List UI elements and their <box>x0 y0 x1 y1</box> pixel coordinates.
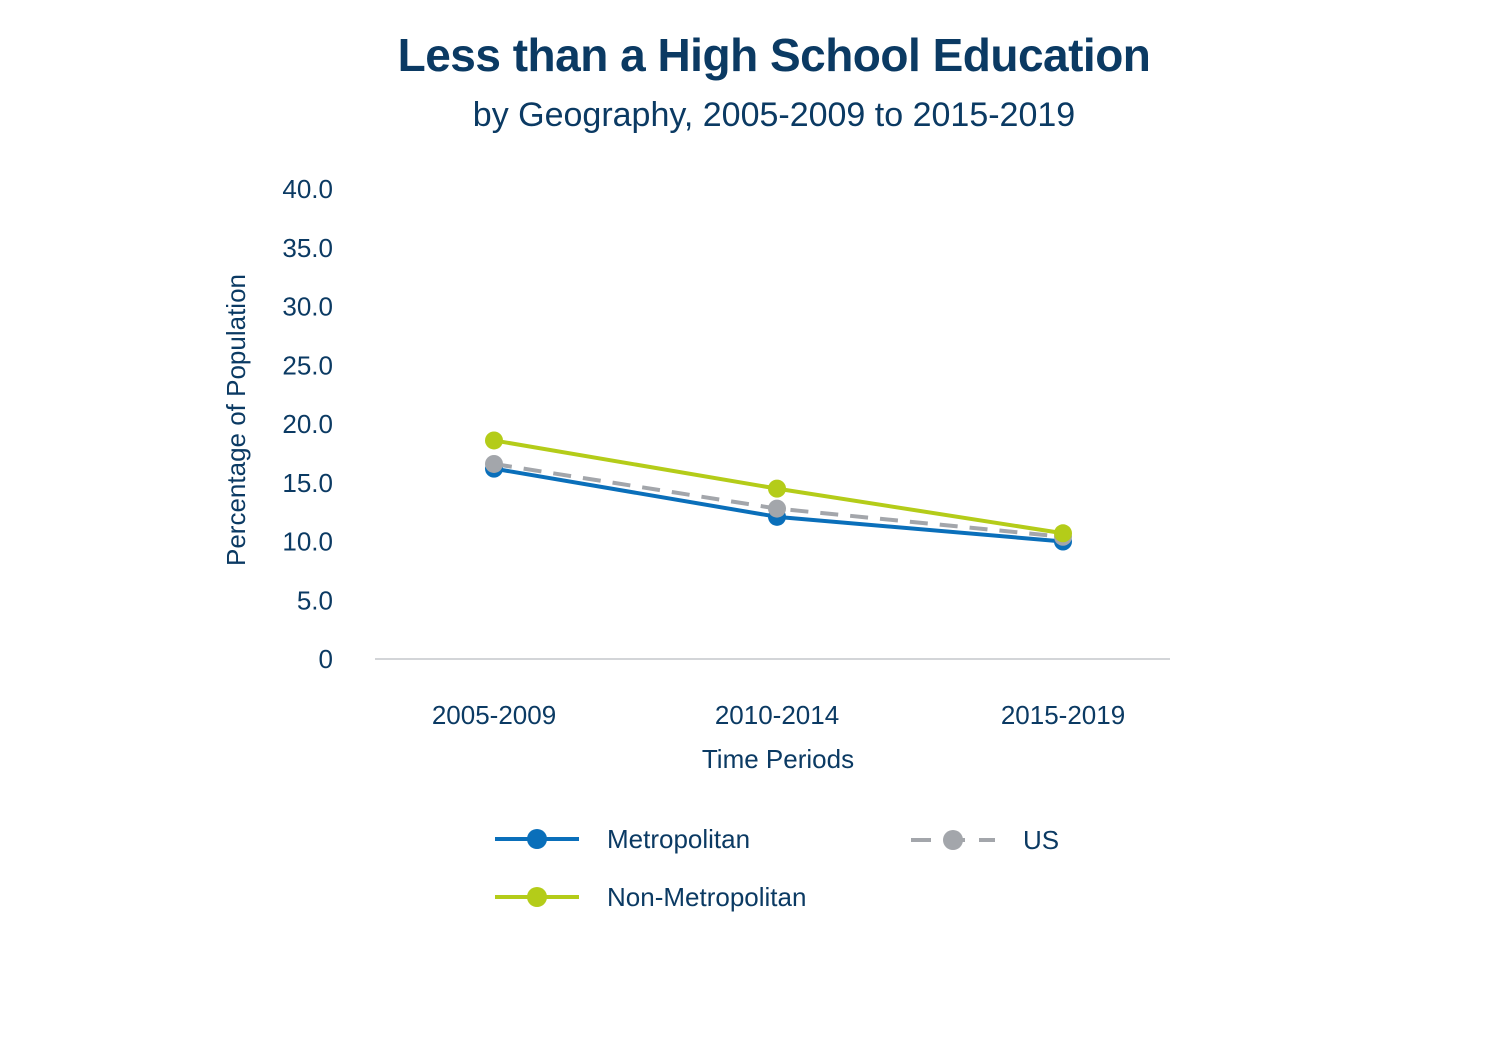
legend-label: Non-Metropolitan <box>607 882 806 912</box>
legend: Metropolitan US Non-Metropolitan <box>495 824 1059 912</box>
data-point-non-metropolitan <box>485 431 503 450</box>
legend-item-non-metropolitan: Non-Metropolitan <box>495 882 806 912</box>
data-point-non-metropolitan <box>768 479 786 498</box>
y-tick-label: 25.0 <box>282 350 333 380</box>
chart-subtitle: by Geography, 2005-2009 to 2015-2019 <box>472 96 1076 134</box>
y-tick-label: 15.0 <box>282 468 333 498</box>
y-tick-label: 10.0 <box>282 527 333 557</box>
data-point-us <box>768 499 786 518</box>
legend-label: Metropolitan <box>607 824 750 854</box>
series-us <box>485 454 1072 546</box>
y-axis-ticks: 0 5.0 10.0 15.0 20.0 25.0 30.0 35.0 40.0 <box>282 174 333 674</box>
chart-title: Less than a High School Education <box>397 29 1151 81</box>
y-tick-label: 20.0 <box>282 409 333 439</box>
x-axis-title: Time Periods <box>702 744 854 774</box>
y-axis-title: Percentage of Population <box>221 274 251 566</box>
legend-item-metropolitan: Metropolitan <box>495 824 750 854</box>
series-layer <box>485 431 1072 551</box>
x-axis-ticks: 2005-2009 2010-2014 2015-2019 <box>432 700 1125 730</box>
x-tick-label: 2010-2014 <box>715 700 839 730</box>
y-tick-label: 5.0 <box>297 585 333 615</box>
x-tick-label: 2005-2009 <box>432 700 556 730</box>
legend-item-us: US <box>911 825 1059 855</box>
data-point-us <box>485 454 503 473</box>
data-point-non-metropolitan <box>1054 524 1072 543</box>
y-tick-label: 40.0 <box>282 174 333 204</box>
y-tick-label: 35.0 <box>282 233 333 263</box>
x-tick-label: 2015-2019 <box>1001 700 1125 730</box>
legend-swatch-marker <box>527 829 547 849</box>
y-tick-label: 30.0 <box>282 292 333 322</box>
y-tick-label: 0 <box>319 644 333 674</box>
legend-label: US <box>1023 825 1059 855</box>
legend-swatch-marker <box>943 830 963 850</box>
legend-swatch-marker <box>527 887 547 907</box>
series-non-metropolitan <box>485 431 1072 543</box>
